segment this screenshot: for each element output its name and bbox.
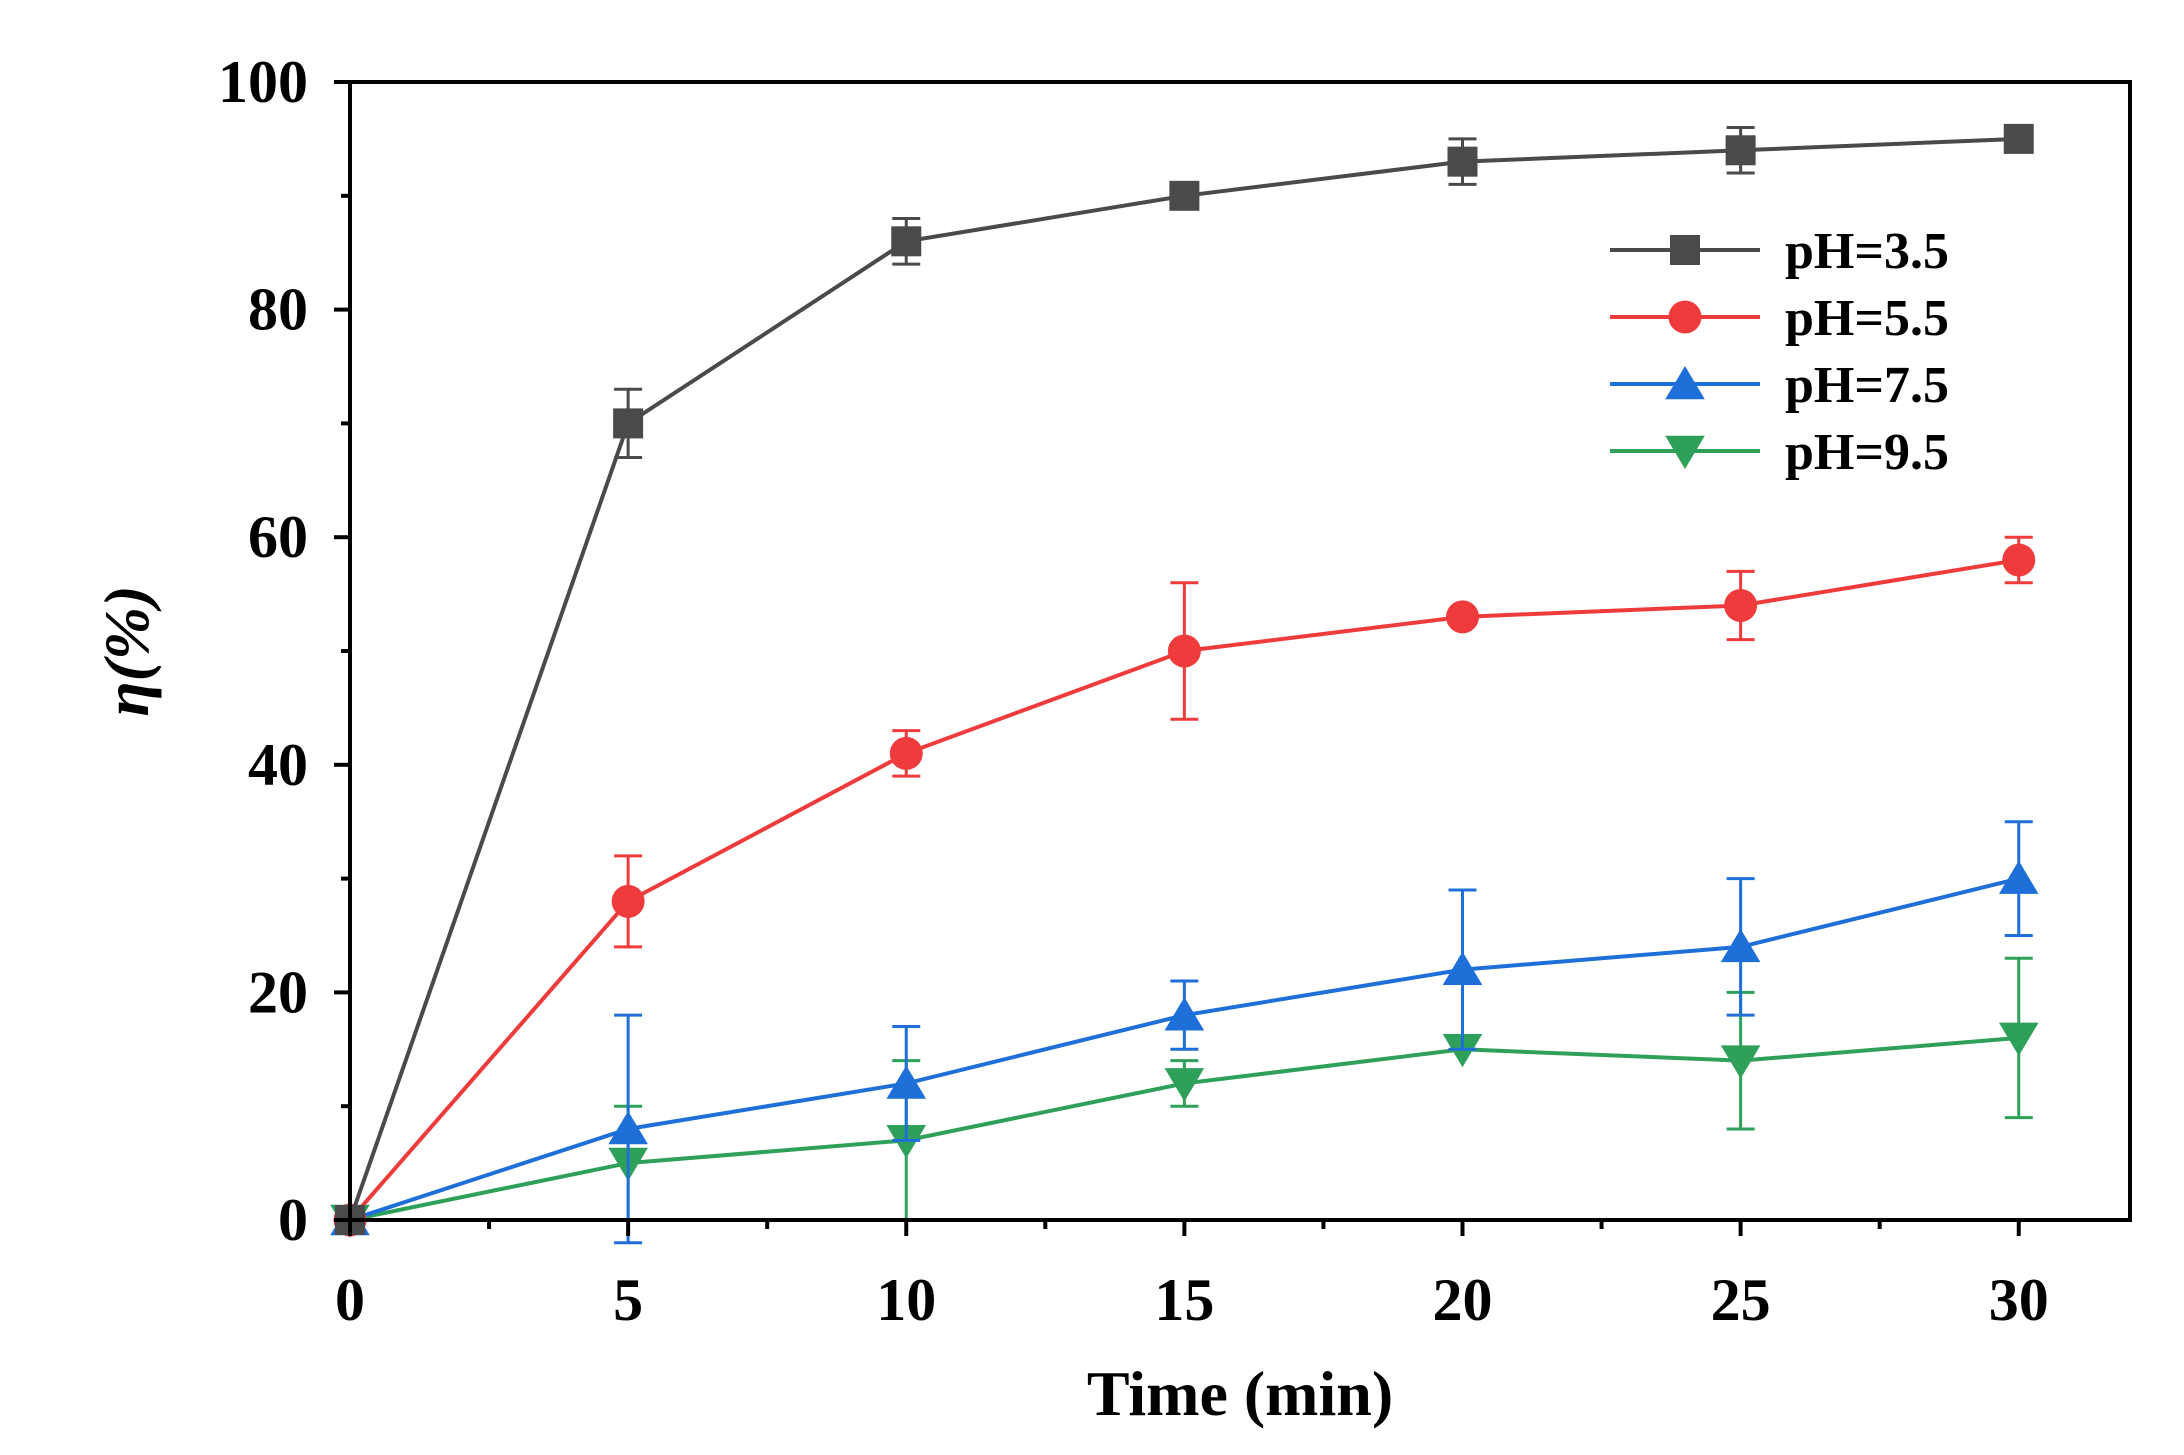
series-pH=3.5	[335, 123, 2034, 1235]
data-point	[1447, 146, 1478, 177]
x-axis-title: Time (min)	[1087, 1358, 1393, 1429]
axis-layer: 0 5 10 15 20 25 30 0 20 40 60 80 100	[218, 49, 2049, 1333]
x-tick-label: 20	[1433, 1267, 1493, 1333]
data-point	[1998, 1022, 2039, 1056]
data-point	[2002, 543, 2036, 577]
y-axis-title: η(%)	[91, 585, 162, 716]
y-tick-label: 100	[218, 49, 308, 115]
legend-item: pH=3.5	[1610, 223, 1949, 280]
legend-marker	[1665, 366, 1705, 400]
data-point	[1446, 600, 1479, 634]
data-point	[1442, 951, 1483, 985]
data-point	[1164, 1068, 1205, 1102]
legend-item: pH=5.5	[1610, 290, 1949, 347]
data-point	[891, 226, 922, 257]
data-point	[608, 1110, 648, 1145]
series-pH=5.5	[333, 535, 2036, 1237]
y-tick-label: 40	[248, 732, 308, 798]
x-tick-label: 30	[1989, 1267, 2049, 1333]
data-point	[1164, 997, 1205, 1031]
y-tick-label: 20	[248, 959, 308, 1025]
x-tick-label: 15	[1154, 1267, 1214, 1333]
legend-label: pH=9.5	[1785, 424, 1949, 481]
series-layer	[330, 123, 2039, 1245]
series-pH=7.5	[330, 820, 2039, 1245]
x-tick-label: 5	[613, 1267, 643, 1333]
data-point	[1167, 634, 1201, 668]
x-tick-label: 25	[1711, 1267, 1771, 1333]
legend-label: pH=5.5	[1785, 290, 1949, 347]
data-point	[2003, 123, 2034, 154]
x-tick-label: 0	[335, 1267, 365, 1333]
data-point	[889, 736, 923, 770]
data-point	[611, 884, 645, 918]
data-point	[1725, 135, 1756, 166]
data-point	[1724, 588, 1758, 622]
x-tick-label: 10	[876, 1267, 936, 1333]
y-tick-label: 80	[248, 277, 308, 343]
legend-item: pH=9.5	[1610, 424, 1949, 481]
legend-label: pH=7.5	[1785, 357, 1949, 414]
legend-label: pH=3.5	[1785, 223, 1949, 280]
legend-marker	[1668, 300, 1702, 334]
legend-marker	[1670, 235, 1700, 265]
y-tick-label: 60	[248, 504, 308, 570]
data-point	[1169, 180, 1200, 211]
data-point	[613, 408, 644, 439]
legend: pH=3.5 pH=5.5 pH=7.5 pH=9.5	[1610, 223, 1949, 481]
data-point	[1720, 1045, 1761, 1079]
legend-marker	[1665, 435, 1705, 469]
legend-item: pH=7.5	[1610, 357, 1949, 414]
y-tick-label: 0	[278, 1187, 308, 1253]
data-point	[1720, 928, 1761, 963]
data-point	[886, 1065, 927, 1099]
data-point	[1998, 860, 2039, 894]
